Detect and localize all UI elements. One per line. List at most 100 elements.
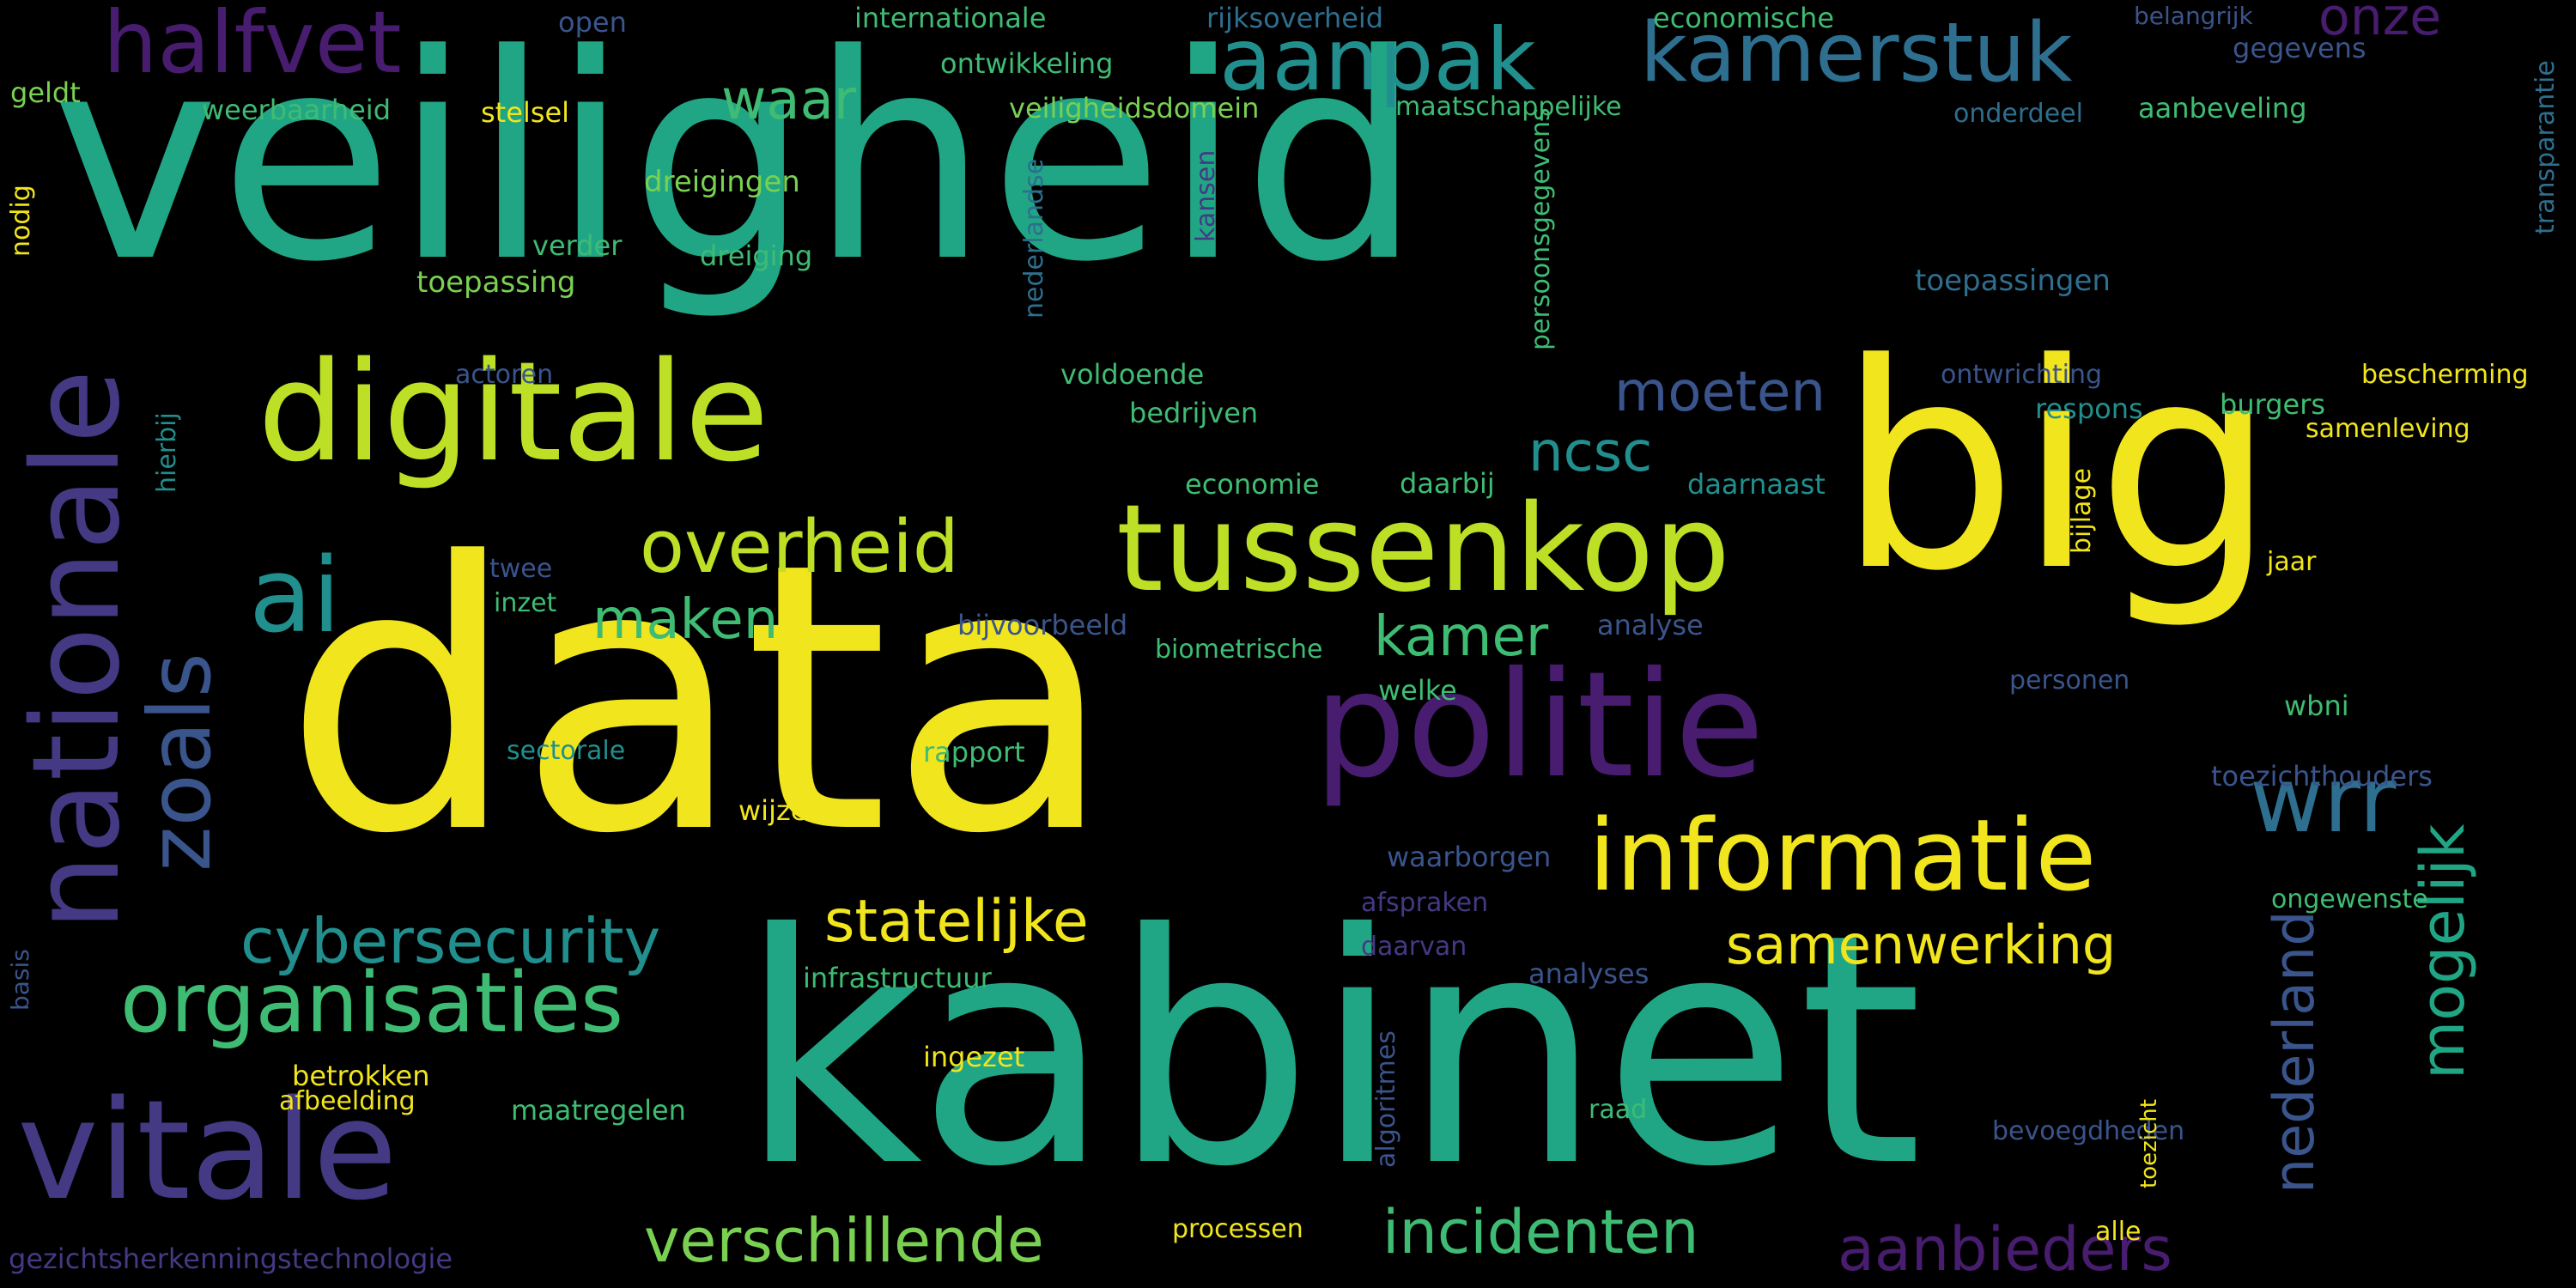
- word-cybersecurity: cybersecurity: [240, 905, 661, 977]
- word-nationale: nationale: [7, 369, 147, 931]
- word-big: big: [1838, 303, 2276, 633]
- word-samenleving: samenleving: [2306, 414, 2470, 444]
- word-transparantie: transparantie: [2530, 60, 2561, 234]
- word-veiligheidsdomein: veiligheidsdomein: [1009, 92, 1260, 125]
- word-waar: waar: [721, 69, 857, 132]
- word-internationale: internationale: [854, 2, 1047, 34]
- word-twee: twee: [489, 554, 553, 584]
- word-moeten: moeten: [1614, 361, 1826, 424]
- word-persoonsgegevens: persoonsgegevens: [1526, 107, 1556, 350]
- word-voldoende: voldoende: [1060, 358, 1205, 391]
- word-samenwerking: samenwerking: [1726, 914, 2117, 976]
- word-dreigingen: dreigingen: [644, 165, 800, 199]
- word-wijze: wijze: [738, 794, 808, 827]
- word-onze: onze: [2318, 0, 2442, 47]
- word-wbni: wbni: [2284, 690, 2349, 722]
- word-bijvoorbeeld: bijvoorbeeld: [957, 609, 1128, 641]
- word-burgers: burgers: [2220, 388, 2326, 421]
- word-bedrijven: bedrijven: [1129, 397, 1259, 429]
- word-afbeelding: afbeelding: [279, 1086, 416, 1116]
- word-tussenkop: tussenkop: [1116, 479, 1730, 619]
- word-veiligheid: veiligheid: [52, 0, 1423, 324]
- word-basis: basis: [6, 949, 34, 1011]
- word-kansen: kansen: [1191, 150, 1221, 243]
- word-economische: economische: [1653, 2, 1835, 34]
- word-belangrijk: belangrijk: [2134, 2, 2253, 30]
- word-respons: respons: [2035, 392, 2143, 425]
- word-halfvet: halfvet: [103, 0, 402, 93]
- word-daarbij: daarbij: [1400, 467, 1495, 500]
- word-rapport: rapport: [923, 736, 1025, 769]
- word-betrokken: betrokken: [292, 1060, 430, 1092]
- word-nederland: nederland: [2263, 910, 2327, 1194]
- word-ontwrichting: ontwrichting: [1941, 360, 2102, 390]
- word-waarborgen: waarborgen: [1387, 841, 1552, 873]
- word-ongewenste: ongewenste: [2271, 884, 2428, 914]
- word-geldt: geldt: [10, 76, 81, 109]
- word-kamerstuk: kamerstuk: [1640, 6, 2073, 100]
- word-alle: alle: [2095, 1217, 2142, 1247]
- word-kabinet: kabinet: [738, 867, 1923, 1236]
- word-ai: ai: [249, 537, 341, 656]
- word-analyses: analyses: [1528, 957, 1649, 990]
- word-daarvan: daarvan: [1361, 932, 1467, 962]
- word-nodig: nodig: [6, 185, 36, 257]
- word-organisaties: organisaties: [120, 955, 624, 1051]
- word-maatregelen: maatregelen: [511, 1094, 686, 1127]
- word-rijksoverheid: rijksoverheid: [1206, 2, 1384, 34]
- word-data: data: [283, 485, 1115, 914]
- word-jaar: jaar: [2267, 547, 2317, 577]
- word-daarnaast: daarnaast: [1687, 468, 1826, 501]
- word-nederlandse: nederlandse: [1019, 159, 1049, 319]
- word-politie: politie: [1314, 641, 1765, 811]
- word-verschillende: verschillende: [644, 1206, 1044, 1276]
- word-hierbij: hierbij: [152, 412, 182, 493]
- word-toezichthouders: toezichthouders: [2211, 760, 2433, 793]
- word-actoren: actoren: [455, 360, 554, 390]
- word-gezichtsherkenningstechnologie: gezichtsherkenningstechnologie: [9, 1242, 453, 1275]
- word-informatie: informatie: [1589, 799, 2097, 914]
- word-afspraken: afspraken: [1361, 888, 1489, 918]
- word-wrr: wrr: [2250, 748, 2397, 853]
- word-toepassingen: toepassingen: [1915, 264, 2111, 298]
- word-aanbieders: aanbieders: [1838, 1214, 2172, 1285]
- word-biometrische: biometrische: [1155, 635, 1323, 665]
- word-zoals: zoals: [130, 653, 230, 872]
- word-toezicht: toezicht: [2136, 1099, 2162, 1188]
- word-stelsel: stelsel: [481, 96, 570, 129]
- word-bijlage: bijlage: [2067, 468, 2097, 554]
- word-sectorale: sectorale: [507, 736, 626, 766]
- word-toepassing: toepassing: [416, 265, 576, 300]
- word-economie: economie: [1185, 468, 1320, 501]
- word-gegevens: gegevens: [2233, 32, 2366, 64]
- word-bevoegdheden: bevoegdheden: [1992, 1116, 2185, 1146]
- word-analyse: analyse: [1597, 609, 1704, 641]
- word-welke: welke: [1378, 674, 1457, 707]
- word-bescherming: bescherming: [2361, 360, 2529, 390]
- word-maatschappelijke: maatschappelijke: [1395, 92, 1622, 122]
- word-overheid: overheid: [640, 505, 959, 590]
- word-ncsc: ncsc: [1528, 421, 1653, 484]
- word-personen: personen: [2009, 665, 2130, 696]
- word-algoritmes: algoritmes: [1371, 1030, 1401, 1168]
- word-raad: raad: [1589, 1095, 1648, 1125]
- word-verder: verder: [532, 229, 623, 262]
- word-incidenten: incidenten: [1382, 1197, 1699, 1267]
- word-aanpak: aanpak: [1219, 9, 1536, 110]
- word-maken: maken: [592, 588, 779, 652]
- word-kamer: kamer: [1374, 605, 1549, 669]
- word-processen: processen: [1172, 1214, 1303, 1244]
- word-dreiging: dreiging: [700, 240, 813, 272]
- word-infrastructuur: infrastructuur: [803, 962, 992, 994]
- word-inzet: inzet: [494, 588, 557, 618]
- word-mogelijk: mogelijk: [2408, 824, 2478, 1080]
- word-ontwikkeling: ontwikkeling: [940, 47, 1114, 80]
- word-statelijke: statelijke: [824, 888, 1089, 956]
- word-ingezet: ingezet: [923, 1041, 1025, 1073]
- word-open: open: [558, 6, 627, 39]
- word-digitale: digitale: [258, 331, 769, 492]
- word-vitale: vitale: [17, 1070, 398, 1230]
- word-weerbaarheid: weerbaarheid: [202, 94, 391, 126]
- word-aanbeveling: aanbeveling: [2138, 92, 2307, 125]
